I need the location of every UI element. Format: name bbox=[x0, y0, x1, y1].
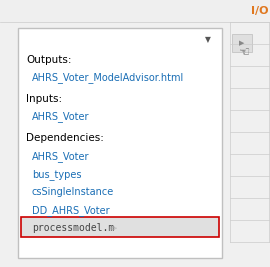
Text: ✏: ✏ bbox=[110, 224, 117, 233]
Bar bbox=[18, 28, 222, 258]
Text: I/O: I/O bbox=[251, 6, 269, 16]
Text: AHRS_Voter: AHRS_Voter bbox=[32, 151, 89, 162]
Text: DD_AHRS_Voter: DD_AHRS_Voter bbox=[32, 205, 110, 216]
Bar bbox=[232, 34, 252, 52]
Text: ▶: ▶ bbox=[239, 40, 245, 46]
Text: ▼: ▼ bbox=[205, 36, 211, 45]
Text: Dependencies:: Dependencies: bbox=[26, 133, 104, 143]
Text: AHRS_Voter_ModelAdvisor.html: AHRS_Voter_ModelAdvisor.html bbox=[32, 73, 184, 84]
Text: processmodel.m: processmodel.m bbox=[32, 223, 114, 233]
Text: Inputs:: Inputs: bbox=[26, 94, 62, 104]
Text: Outputs:: Outputs: bbox=[26, 55, 72, 65]
Bar bbox=[0, 0, 270, 22]
Text: ☜: ☜ bbox=[239, 46, 251, 60]
Text: csSingleInstance: csSingleInstance bbox=[32, 187, 114, 197]
Bar bbox=[21, 217, 219, 237]
Text: AHRS_Voter: AHRS_Voter bbox=[32, 111, 89, 122]
Text: bus_types: bus_types bbox=[32, 169, 82, 180]
